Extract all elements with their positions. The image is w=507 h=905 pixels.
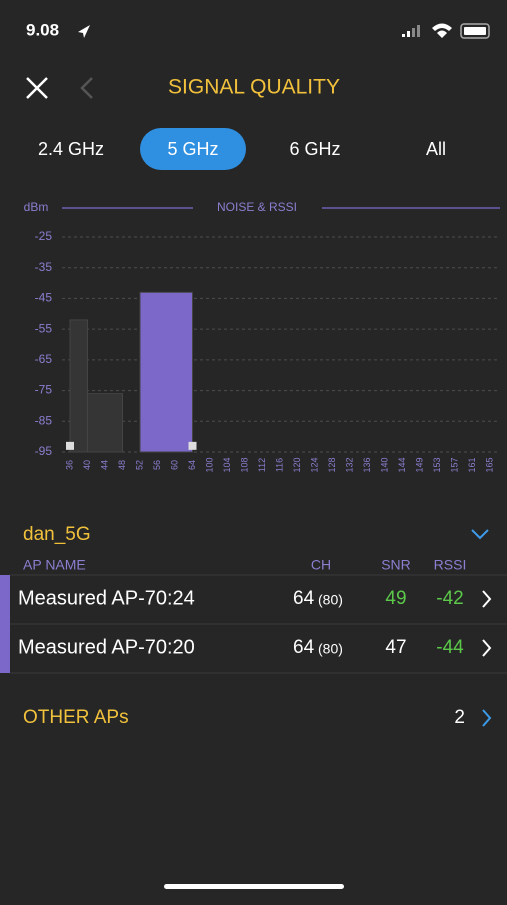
x-tick-label: 44 [99,460,109,470]
status-time: 9.08 [26,20,59,39]
column-header: RSSI [434,557,467,573]
x-tick-label: 165 [484,457,494,472]
x-tick-label: 153 [432,457,442,472]
channel: 64 [293,637,315,658]
x-tick-label: 112 [257,458,267,472]
other-aps-count: 2 [454,707,465,728]
back-button[interactable] [80,77,93,99]
x-tick-label: 40 [82,460,92,470]
y-axis-label: dBm [24,200,49,214]
other-aps-chevron[interactable] [482,709,492,727]
y-tick-label: -85 [35,413,53,427]
column-header: SNR [381,557,411,573]
rssi-bar [139,291,193,453]
x-tick-label: 104 [222,457,232,472]
y-tick-label: -65 [35,352,53,366]
x-tick-label: 56 [152,460,162,470]
x-tick-label: 124 [309,457,319,472]
home-indicator [164,884,344,889]
tab[interactable]: All [426,139,446,159]
tabs: 2.4 GHz 5 GHz 6 GHz All [38,128,446,170]
x-tick-label: 128 [327,457,337,472]
close-button[interactable] [26,77,48,99]
x-tick-label: 116 [274,458,284,472]
row-accent [0,575,10,624]
chart: dBm NOISE & RSSI -25 -35 -45 -55 -65 -75 -85 -9… [24,200,500,473]
row-chevron[interactable] [482,639,492,657]
x-tick-label: 108 [239,457,249,472]
x-tick-label: 64 [187,460,197,470]
y-tick-label: -75 [35,383,53,397]
row-chevron[interactable] [482,590,492,608]
status-icons [402,23,490,39]
x-tick-label: 36 [64,460,74,470]
x-tick-label: 140 [379,457,389,472]
channel: 64 [293,588,315,609]
column-header: CH [311,557,331,573]
x-tick-label: 100 [204,457,214,472]
x-tick-label: 136 [362,457,372,472]
row-accent [0,624,10,673]
tab[interactable]: 6 GHz [289,139,340,159]
y-tick-label: -95 [35,444,53,458]
x-tick-label: 144 [397,457,407,472]
x-tick-label: 149 [414,457,424,472]
tab-selected-pill [140,128,246,170]
rssi-bar [69,319,88,453]
x-tick-label: 157 [449,457,459,472]
chart-title: NOISE & RSSI [217,200,297,214]
network-name: dan_5G [23,524,91,545]
expand-chevron[interactable] [471,529,489,540]
snr: 49 [385,588,406,609]
location-icon [78,25,90,38]
rssi: -42 [436,588,463,609]
ap-name[interactable]: Measured AP-70:20 [18,636,195,658]
y-tick-label: -55 [35,321,53,335]
page-title: SIGNAL QUALITY [168,76,340,99]
rssi: -44 [436,637,464,658]
y-tick-label: -25 [35,229,53,243]
other-aps-label[interactable]: OTHER APs [23,707,129,728]
noise-marker [188,441,197,450]
tab[interactable]: 2.4 GHz [38,139,104,159]
column-header: AP NAME [23,557,86,573]
x-tick-label: 52 [134,460,144,470]
x-tick-label: 120 [292,457,302,472]
x-tick-label: 60 [169,460,179,470]
x-tick-label: 161 [467,457,477,472]
y-tick-label: -45 [35,291,53,305]
snr: 47 [385,637,406,658]
channel-width: (80) [318,641,343,657]
channel-width: (80) [318,592,343,608]
x-tick-label: 48 [117,460,127,470]
tab[interactable]: 5 GHz [167,139,218,159]
rssi-bar [87,393,123,453]
y-tick-label: -35 [35,260,53,274]
ap-name[interactable]: Measured AP-70:24 [18,587,195,609]
x-tick-label: 132 [344,457,354,472]
noise-marker [66,441,74,450]
